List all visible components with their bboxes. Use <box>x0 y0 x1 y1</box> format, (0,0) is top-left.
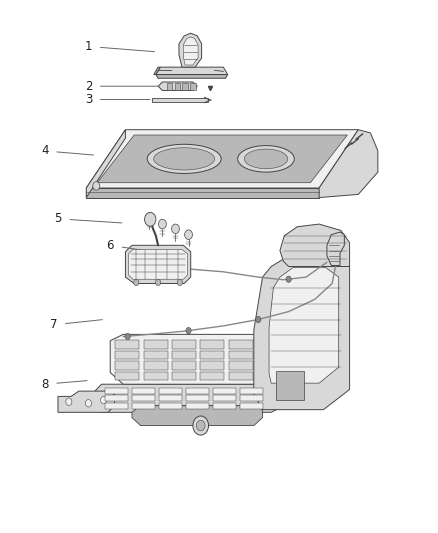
Polygon shape <box>280 224 350 266</box>
FancyBboxPatch shape <box>229 340 253 349</box>
FancyBboxPatch shape <box>105 388 128 394</box>
FancyBboxPatch shape <box>200 351 224 359</box>
Polygon shape <box>154 67 160 75</box>
Ellipse shape <box>244 149 288 168</box>
FancyBboxPatch shape <box>144 340 168 349</box>
Circle shape <box>155 279 161 286</box>
Polygon shape <box>179 33 201 67</box>
Circle shape <box>193 416 208 435</box>
Circle shape <box>172 224 180 233</box>
Text: 1: 1 <box>85 40 155 53</box>
FancyBboxPatch shape <box>116 351 139 359</box>
Circle shape <box>145 213 156 226</box>
Text: 7: 7 <box>50 318 102 332</box>
Polygon shape <box>156 67 228 75</box>
Polygon shape <box>125 245 191 284</box>
Text: 8: 8 <box>41 378 87 391</box>
FancyBboxPatch shape <box>144 372 168 381</box>
Text: 6: 6 <box>106 239 144 252</box>
Circle shape <box>196 420 205 431</box>
FancyBboxPatch shape <box>229 372 253 381</box>
Text: 4: 4 <box>41 144 94 157</box>
FancyBboxPatch shape <box>132 388 155 394</box>
Circle shape <box>186 327 191 334</box>
FancyBboxPatch shape <box>144 361 168 370</box>
FancyBboxPatch shape <box>172 361 196 370</box>
Polygon shape <box>97 135 347 183</box>
Polygon shape <box>95 384 284 413</box>
Ellipse shape <box>154 148 215 170</box>
FancyBboxPatch shape <box>200 372 224 381</box>
Polygon shape <box>327 232 344 265</box>
Circle shape <box>93 182 100 190</box>
Polygon shape <box>58 391 115 413</box>
FancyBboxPatch shape <box>105 403 128 409</box>
Ellipse shape <box>238 146 294 172</box>
FancyBboxPatch shape <box>167 83 173 90</box>
Polygon shape <box>86 188 319 198</box>
FancyBboxPatch shape <box>240 403 263 409</box>
Circle shape <box>177 279 183 286</box>
FancyBboxPatch shape <box>213 403 237 409</box>
FancyBboxPatch shape <box>159 388 183 394</box>
Polygon shape <box>132 406 262 425</box>
FancyBboxPatch shape <box>229 351 253 359</box>
FancyBboxPatch shape <box>152 98 208 102</box>
Text: 2: 2 <box>85 80 159 93</box>
FancyBboxPatch shape <box>200 361 224 370</box>
FancyBboxPatch shape <box>190 83 196 90</box>
FancyBboxPatch shape <box>116 372 139 381</box>
FancyBboxPatch shape <box>229 361 253 370</box>
Circle shape <box>145 213 153 222</box>
FancyBboxPatch shape <box>132 395 155 401</box>
Circle shape <box>125 333 130 340</box>
FancyBboxPatch shape <box>240 395 263 401</box>
Polygon shape <box>128 249 187 279</box>
FancyBboxPatch shape <box>186 388 209 394</box>
FancyBboxPatch shape <box>276 371 304 400</box>
Polygon shape <box>158 82 197 91</box>
FancyBboxPatch shape <box>186 395 209 401</box>
Polygon shape <box>269 268 339 383</box>
FancyBboxPatch shape <box>213 388 237 394</box>
FancyBboxPatch shape <box>172 351 196 359</box>
FancyBboxPatch shape <box>200 340 224 349</box>
FancyBboxPatch shape <box>159 395 183 401</box>
Circle shape <box>66 398 72 406</box>
FancyBboxPatch shape <box>240 388 263 394</box>
FancyBboxPatch shape <box>172 340 196 349</box>
Circle shape <box>134 279 139 286</box>
FancyBboxPatch shape <box>159 403 183 409</box>
Circle shape <box>159 219 166 229</box>
Polygon shape <box>86 130 358 188</box>
FancyBboxPatch shape <box>105 395 128 401</box>
Polygon shape <box>184 37 198 65</box>
FancyBboxPatch shape <box>172 372 196 381</box>
Text: 5: 5 <box>54 212 122 225</box>
Polygon shape <box>254 256 350 410</box>
Circle shape <box>85 400 92 407</box>
Polygon shape <box>86 130 125 198</box>
FancyBboxPatch shape <box>213 395 237 401</box>
FancyBboxPatch shape <box>175 83 180 90</box>
Polygon shape <box>110 334 267 384</box>
FancyBboxPatch shape <box>116 361 139 370</box>
Ellipse shape <box>147 144 221 173</box>
FancyBboxPatch shape <box>186 403 209 409</box>
Polygon shape <box>156 75 228 78</box>
Circle shape <box>185 230 192 239</box>
FancyBboxPatch shape <box>132 403 155 409</box>
FancyBboxPatch shape <box>116 340 139 349</box>
Text: 3: 3 <box>85 93 150 106</box>
Polygon shape <box>319 130 378 198</box>
Circle shape <box>255 317 261 322</box>
FancyBboxPatch shape <box>144 351 168 359</box>
Circle shape <box>101 397 107 404</box>
FancyBboxPatch shape <box>183 83 188 90</box>
Circle shape <box>286 276 291 282</box>
